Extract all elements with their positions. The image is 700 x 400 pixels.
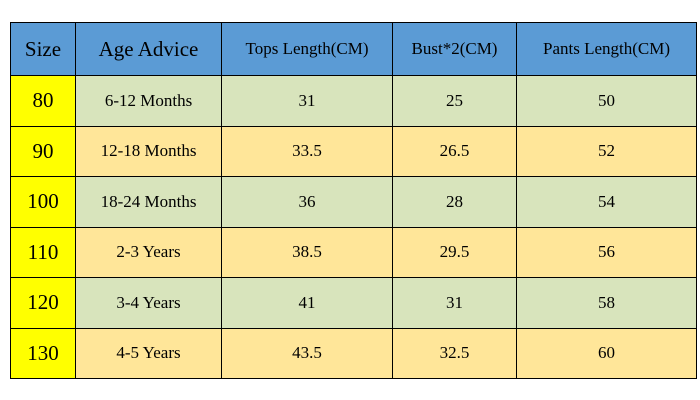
tops-cell: 43.5 <box>221 327 393 379</box>
age-cell: 18-24 Months <box>75 176 222 228</box>
size-chart-table: Size Age Advice Tops Length(CM) Bust*2(C… <box>10 22 697 379</box>
header-age-advice: Age Advice <box>75 22 222 76</box>
pants-cell: 58 <box>516 277 697 329</box>
age-cell: 2-3 Years <box>75 226 222 278</box>
bust-cell: 31 <box>392 277 517 329</box>
age-cell: 3-4 Years <box>75 277 222 329</box>
size-cell: 100 <box>10 176 76 228</box>
size-cell: 120 <box>10 277 76 329</box>
tops-cell: 36 <box>221 176 393 228</box>
size-cell: 90 <box>10 125 76 177</box>
tops-cell: 38.5 <box>221 226 393 278</box>
bust-cell: 29.5 <box>392 226 517 278</box>
header-pants-length: Pants Length(CM) <box>516 22 697 76</box>
table-row: 90 12-18 Months 33.5 26.5 52 <box>10 125 697 177</box>
bust-cell: 26.5 <box>392 125 517 177</box>
tops-cell: 41 <box>221 277 393 329</box>
table-row: 100 18-24 Months 36 28 54 <box>10 176 697 228</box>
header-row: Size Age Advice Tops Length(CM) Bust*2(C… <box>10 22 697 76</box>
pants-cell: 50 <box>516 75 697 127</box>
table-row: 120 3-4 Years 41 31 58 <box>10 277 697 329</box>
size-cell: 130 <box>10 327 76 379</box>
table-row: 80 6-12 Months 31 25 50 <box>10 75 697 127</box>
bust-cell: 25 <box>392 75 517 127</box>
tops-cell: 33.5 <box>221 125 393 177</box>
size-cell: 80 <box>10 75 76 127</box>
pants-cell: 52 <box>516 125 697 177</box>
age-cell: 12-18 Months <box>75 125 222 177</box>
age-cell: 6-12 Months <box>75 75 222 127</box>
age-cell: 4-5 Years <box>75 327 222 379</box>
table-row: 130 4-5 Years 43.5 32.5 60 <box>10 327 697 379</box>
pants-cell: 60 <box>516 327 697 379</box>
header-bust: Bust*2(CM) <box>392 22 517 76</box>
pants-cell: 54 <box>516 176 697 228</box>
header-tops-length: Tops Length(CM) <box>221 22 393 76</box>
size-cell: 110 <box>10 226 76 278</box>
table-row: 110 2-3 Years 38.5 29.5 56 <box>10 226 697 278</box>
pants-cell: 56 <box>516 226 697 278</box>
bust-cell: 28 <box>392 176 517 228</box>
tops-cell: 31 <box>221 75 393 127</box>
header-size: Size <box>10 22 76 76</box>
bust-cell: 32.5 <box>392 327 517 379</box>
